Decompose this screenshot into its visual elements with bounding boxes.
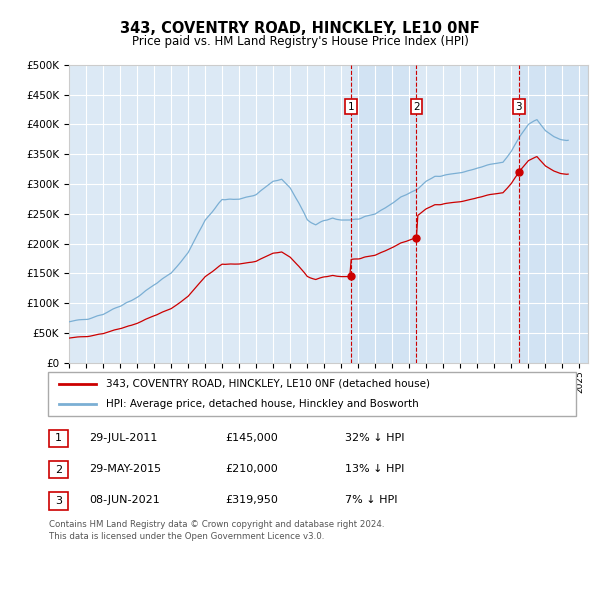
- Text: £319,950: £319,950: [225, 496, 278, 505]
- Text: 2: 2: [55, 465, 62, 474]
- Text: £145,000: £145,000: [225, 433, 278, 442]
- Text: 343, COVENTRY ROAD, HINCKLEY, LE10 0NF (detached house): 343, COVENTRY ROAD, HINCKLEY, LE10 0NF (…: [106, 379, 430, 389]
- Text: 1: 1: [348, 101, 355, 112]
- Text: 1: 1: [55, 434, 62, 443]
- Text: £210,000: £210,000: [225, 464, 278, 474]
- Text: 29-JUL-2011: 29-JUL-2011: [89, 433, 157, 442]
- Bar: [351, 65, 416, 363]
- Text: HPI: Average price, detached house, Hinckley and Bosworth: HPI: Average price, detached house, Hinc…: [106, 399, 419, 409]
- Text: 3: 3: [515, 101, 522, 112]
- Text: 7% ↓ HPI: 7% ↓ HPI: [345, 496, 398, 505]
- Bar: [519, 65, 588, 363]
- Text: Price paid vs. HM Land Registry's House Price Index (HPI): Price paid vs. HM Land Registry's House …: [131, 35, 469, 48]
- Text: 3: 3: [55, 496, 62, 506]
- Text: 2: 2: [413, 101, 420, 112]
- Text: 32% ↓ HPI: 32% ↓ HPI: [345, 433, 404, 442]
- Text: 08-JUN-2021: 08-JUN-2021: [89, 496, 160, 505]
- Text: Contains HM Land Registry data © Crown copyright and database right 2024.
This d: Contains HM Land Registry data © Crown c…: [49, 520, 385, 541]
- Text: 343, COVENTRY ROAD, HINCKLEY, LE10 0NF: 343, COVENTRY ROAD, HINCKLEY, LE10 0NF: [120, 21, 480, 35]
- Text: 13% ↓ HPI: 13% ↓ HPI: [345, 464, 404, 474]
- Text: 29-MAY-2015: 29-MAY-2015: [89, 464, 161, 474]
